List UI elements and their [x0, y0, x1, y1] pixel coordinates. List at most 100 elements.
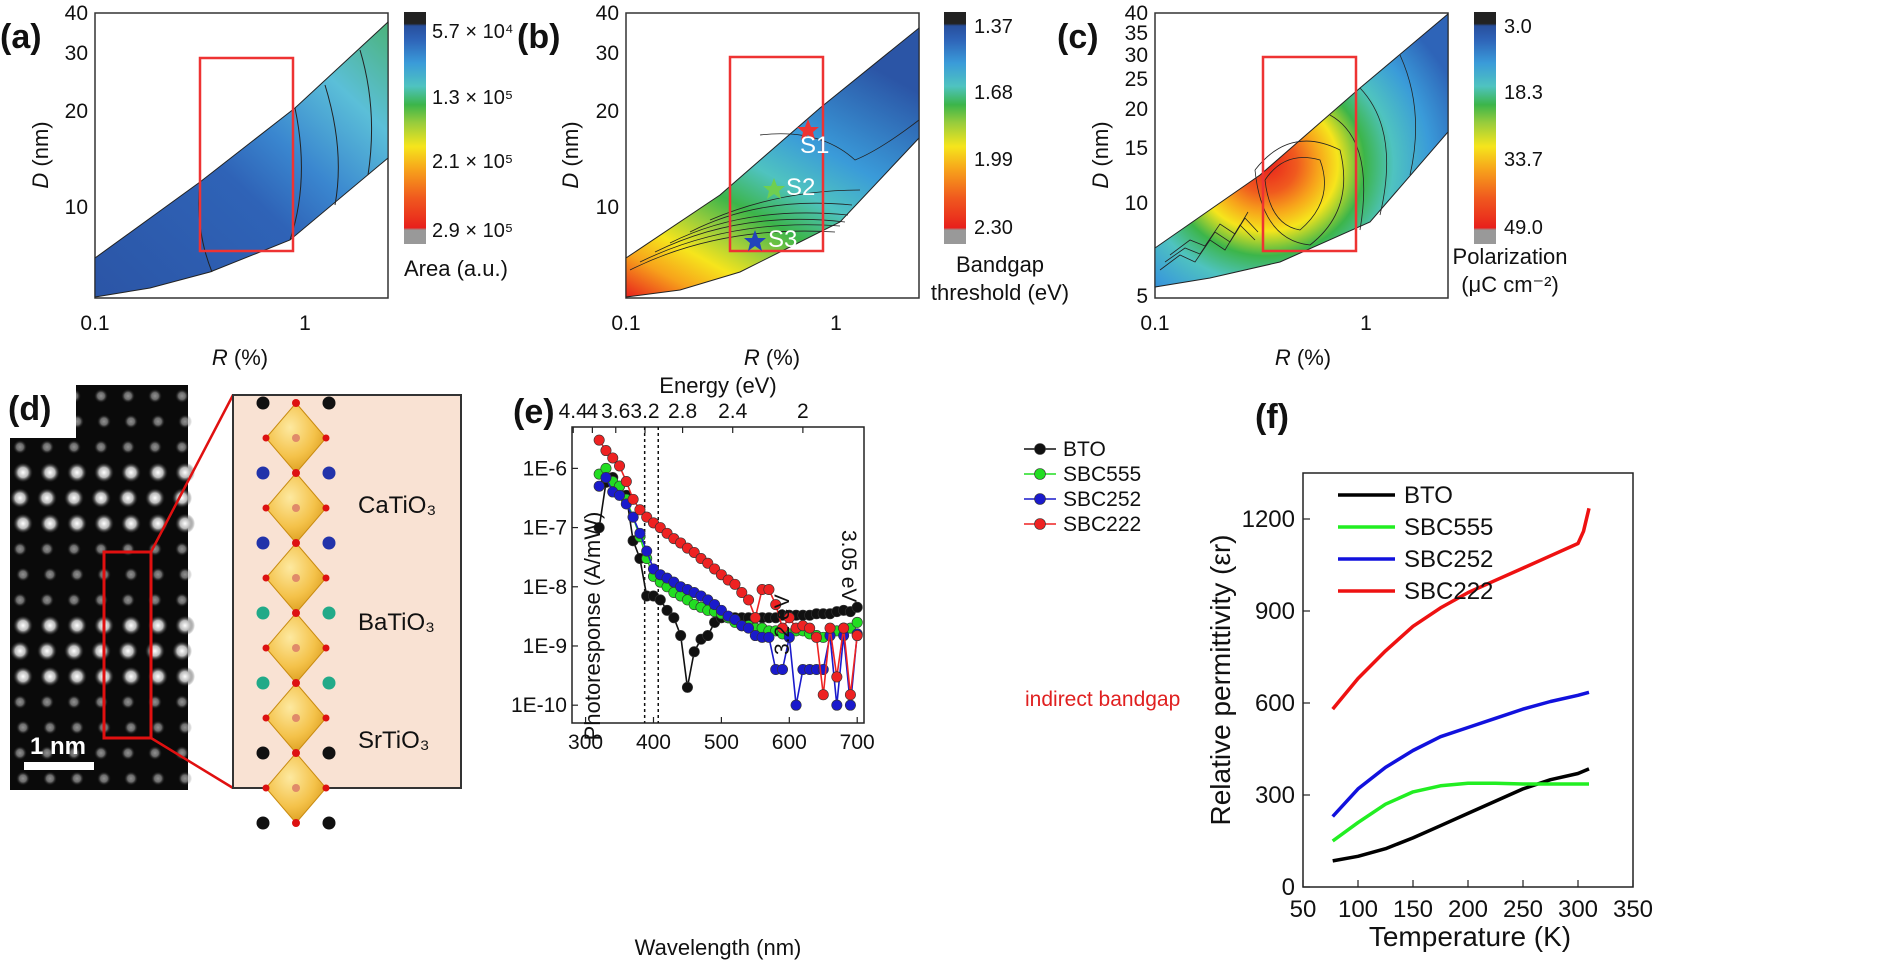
svg-text:2.1 × 10⁵: 2.1 × 10⁵ [432, 151, 513, 173]
data-point-sbc252 [763, 631, 775, 643]
y-ticks-c: 40 35 30 25 20 15 10 5 [1125, 2, 1148, 308]
svg-text:15: 15 [1125, 137, 1148, 160]
legend-label: SBC222 [1404, 578, 1493, 605]
x-tick-label: 300 [1558, 896, 1598, 923]
x2-ticks-e: 4.44 3.6 3.2 2.8 2.4 2 [559, 400, 809, 433]
data-point-sbc222 [824, 622, 836, 634]
data-point-sbc252 [600, 472, 612, 484]
atom-column [121, 462, 141, 483]
colorbar-c [1474, 12, 1496, 244]
atom-column [43, 771, 57, 786]
axes-frame-c [1154, 12, 1449, 299]
highlight-box-c [1261, 55, 1358, 253]
atom-column [40, 593, 54, 607]
atom-column [40, 542, 54, 556]
atom-column [70, 771, 84, 786]
x-tick-label: 400 [636, 731, 671, 754]
atom-column [67, 440, 81, 454]
atom-column [91, 488, 111, 508]
data-point-sbc252 [641, 545, 653, 557]
series-f [1331, 507, 1591, 863]
panel-label-f: (f) [1255, 398, 1289, 436]
legend-label: BTO [1404, 482, 1453, 509]
panel-d: (d) 1 nm CaTiO₃ BaTiO₃ SrTiO₃ [0, 380, 462, 830]
atom-column [40, 695, 54, 709]
x2-tick-label: 2.8 [668, 400, 697, 423]
o-atom [262, 434, 270, 442]
svg-text:1.68: 1.68 [974, 82, 1013, 104]
atom-column [70, 720, 84, 735]
colorbar-a [404, 12, 426, 244]
panel-label-c: (c) [1057, 18, 1099, 56]
svg-text:10: 10 [1125, 192, 1148, 215]
atom-column [16, 720, 30, 735]
data-point-sbc252 [593, 480, 605, 492]
atom-column [121, 440, 135, 454]
data-point-sbc252 [844, 699, 856, 711]
y-tick-label: 1E-7 [523, 517, 567, 540]
svg-text:10: 10 [596, 196, 619, 219]
atom-column [124, 414, 138, 429]
atom-column [118, 641, 138, 661]
y-axis-label-b: D (nm) [558, 121, 583, 188]
y-ticks-f: 0 300 600 900 1200 [1242, 506, 1310, 901]
marker-label-s2: S2 [786, 174, 815, 201]
a-site-atom [256, 466, 270, 480]
atom-column [13, 440, 27, 454]
data-point-sbc252 [783, 631, 795, 643]
x-tick-label: 500 [704, 731, 739, 754]
svg-text:18.3: 18.3 [1504, 82, 1543, 104]
legend-marker [1034, 493, 1046, 505]
svg-text:33.7: 33.7 [1504, 149, 1543, 171]
atom-column [94, 389, 108, 403]
x-ticks-c: 0.1 1 [1140, 312, 1371, 335]
series-line-sbc222 [598, 439, 858, 695]
data-point-sbc222 [851, 630, 863, 642]
marker-label-s1: S1 [800, 132, 829, 159]
panel-label-b: (b) [517, 18, 560, 56]
a-site-atom [256, 676, 270, 690]
svg-text:2.30: 2.30 [974, 217, 1013, 239]
colorbar-label-b: Bandgap [956, 252, 1044, 277]
svg-text:5: 5 [1136, 285, 1148, 308]
data-point-sbc222 [607, 452, 619, 464]
a-site-atom [256, 746, 270, 760]
atom-column [121, 615, 141, 636]
atom-column [175, 666, 195, 687]
svg-text:20: 20 [1125, 98, 1148, 121]
data-point-sbc222 [777, 622, 789, 634]
legend-label: SBC555 [1063, 463, 1141, 486]
atom-column [121, 746, 135, 760]
x-ticks-e: 300 400 500 600 700 [568, 717, 875, 754]
y-tick-label: 1E-10 [511, 694, 567, 717]
ti-atom [292, 644, 300, 652]
octahedra-stack [256, 396, 336, 830]
svg-text:1: 1 [830, 312, 842, 335]
atom-column [64, 488, 84, 508]
series-line-bto [1332, 767, 1590, 863]
x2-axis-label-e: Energy (eV) [659, 373, 776, 398]
y-tick: 20 [65, 100, 88, 123]
layer-label-srtio3: SrTiO₃ [358, 727, 430, 754]
contour-surface-a [94, 20, 389, 298]
o-atom [322, 784, 330, 792]
zoom-box [102, 550, 153, 740]
y-ticks-e: 1E-6 1E-7 1E-8 1E-9 1E-10 [511, 457, 578, 717]
y-axis-label-e: Photoresponse (A/mW) [580, 512, 605, 741]
data-point-sbc252 [627, 511, 639, 523]
y-tick-label: 0 [1282, 874, 1295, 901]
x-ticks-a: 0.1 1 [80, 312, 310, 335]
atom-column [16, 771, 30, 786]
data-point-bto [688, 646, 700, 658]
data-point-sbc252 [777, 664, 789, 676]
marker-label-s3: S3 [768, 226, 797, 253]
y-axis-label-a: D (nm) [28, 121, 53, 188]
ti-atom [292, 504, 300, 512]
colorbar-ticks-b: 1.37 1.68 1.99 2.30 [974, 16, 1013, 239]
data-point-bto [661, 604, 673, 616]
data-point-sbc252 [729, 614, 741, 626]
data-point-sbc555 [600, 462, 612, 474]
panel-b: (b) S1 S2 S3 0.1 1 40 30 20 10 R (%) D (… [517, 2, 1069, 370]
